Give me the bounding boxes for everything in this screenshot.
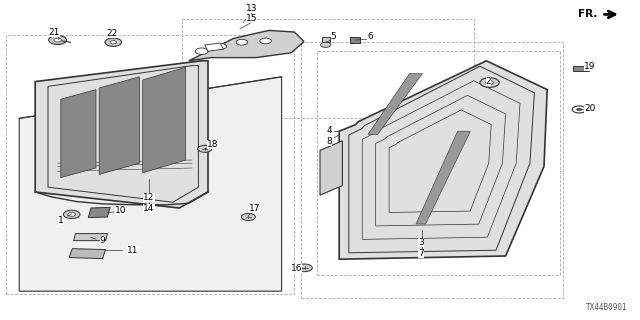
Circle shape (486, 81, 493, 84)
Circle shape (241, 213, 255, 220)
Circle shape (110, 41, 116, 44)
Polygon shape (350, 37, 360, 43)
Circle shape (68, 212, 76, 216)
Polygon shape (61, 90, 96, 178)
Text: 4: 4 (327, 126, 332, 135)
Circle shape (63, 210, 80, 219)
Text: 11: 11 (127, 246, 139, 255)
Text: 3: 3 (419, 238, 424, 247)
Text: 1: 1 (58, 216, 63, 225)
Polygon shape (322, 37, 330, 42)
Polygon shape (320, 141, 342, 195)
Polygon shape (35, 61, 208, 208)
Text: 10: 10 (115, 206, 126, 215)
Text: 9: 9 (100, 236, 105, 245)
Polygon shape (143, 67, 186, 173)
Text: TX44B0901: TX44B0901 (586, 303, 627, 312)
Circle shape (480, 78, 499, 87)
Circle shape (195, 48, 208, 54)
Text: 17: 17 (249, 204, 260, 213)
Polygon shape (573, 66, 589, 71)
Text: 6: 6 (367, 32, 372, 41)
Bar (205, 43, 223, 51)
Polygon shape (368, 74, 422, 134)
Polygon shape (189, 30, 304, 61)
Circle shape (236, 39, 248, 45)
Polygon shape (74, 234, 108, 241)
Polygon shape (339, 61, 547, 259)
Text: FR.: FR. (578, 9, 597, 20)
Circle shape (105, 38, 122, 46)
Circle shape (198, 145, 212, 152)
Polygon shape (416, 131, 470, 224)
Text: 19: 19 (584, 62, 596, 71)
Circle shape (321, 42, 331, 47)
Polygon shape (69, 249, 106, 259)
Text: 22: 22 (106, 29, 118, 38)
Circle shape (215, 44, 227, 49)
Text: 7: 7 (419, 249, 424, 258)
Text: 18: 18 (207, 140, 219, 149)
Polygon shape (19, 77, 282, 291)
Text: 14: 14 (143, 204, 155, 213)
Text: 16: 16 (291, 264, 302, 273)
Text: 15: 15 (246, 14, 257, 23)
Text: 20: 20 (584, 104, 596, 113)
Circle shape (260, 38, 271, 44)
Circle shape (572, 106, 586, 113)
Circle shape (297, 264, 312, 272)
Circle shape (49, 36, 67, 44)
Text: 21: 21 (49, 28, 60, 37)
Polygon shape (88, 207, 110, 218)
Text: 5: 5 (331, 32, 336, 41)
Circle shape (54, 38, 61, 42)
Text: 12: 12 (143, 193, 155, 202)
Text: 8: 8 (327, 137, 332, 146)
Polygon shape (99, 77, 140, 174)
Circle shape (577, 108, 582, 111)
Text: 13: 13 (246, 4, 257, 13)
Text: 2: 2 (486, 77, 491, 86)
